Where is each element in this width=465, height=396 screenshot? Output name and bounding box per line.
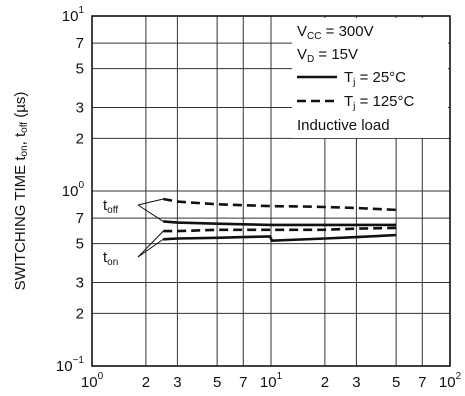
y-tick-label: 5 <box>76 236 84 253</box>
x-tick-label: 2 <box>142 374 150 391</box>
x-tick-label: 5 <box>392 374 400 391</box>
plot-frame <box>91 15 451 367</box>
legend-entry-label: Tj = 25°C <box>344 69 406 88</box>
y-axis-label: SWITCHING TIME ton, toff (µs) <box>12 92 30 291</box>
y-tick-label: 7 <box>76 35 84 52</box>
y-tick-label: 7 <box>76 210 84 227</box>
series-line-on-solid <box>163 233 397 243</box>
y-tick-label: 5 <box>76 61 84 78</box>
series-annotations: toff ton <box>103 197 164 268</box>
y-tick-label: 3 <box>76 100 84 117</box>
legend: VCC = 300V VD = 15V Tj = 25°C Tj = 125°C Ind… <box>297 23 415 134</box>
annotation-leader-line <box>137 198 164 206</box>
data-series <box>162 197 397 243</box>
annotation-label-on: ton <box>103 249 118 268</box>
series-line-on-dashed <box>163 226 397 233</box>
y-tick-label: 10−1 <box>56 355 85 375</box>
y-axis-ticks: 101 7 5 3 2 100 7 5 3 2 10−1 <box>56 5 85 375</box>
x-tick-label: 101 <box>260 371 283 391</box>
series-line-off-dashed <box>162 197 397 212</box>
x-tick-label: 5 <box>213 374 221 391</box>
legend-condition: VCC = 300V <box>297 23 374 42</box>
x-axis-ticks: 100 2 3 5 7 101 2 3 5 7 102 <box>81 371 462 391</box>
annotation-leader-line <box>137 204 164 222</box>
x-tick-label: 100 <box>81 371 104 391</box>
y-tick-label: 101 <box>62 5 85 25</box>
y-tick-label: 2 <box>76 305 84 322</box>
x-tick-label: 7 <box>418 374 426 391</box>
annotation-label-off: toff <box>103 197 118 216</box>
x-tick-label: 3 <box>173 374 181 391</box>
series-line-off-solid <box>163 220 397 227</box>
x-tick-label: 2 <box>321 374 329 391</box>
legend-condition: VD = 15V <box>297 46 358 65</box>
x-tick-label: 3 <box>352 374 360 391</box>
y-tick-label: 2 <box>76 130 84 147</box>
legend-entry-label: Tj = 125°C <box>344 93 415 112</box>
annotation-leader-line <box>137 238 164 258</box>
x-tick-label: 7 <box>239 374 247 391</box>
legend-note: Inductive load <box>297 117 390 134</box>
x-tick-label: 102 <box>439 371 462 391</box>
annotation-leader-line <box>137 230 164 258</box>
y-tick-label: 3 <box>76 275 84 292</box>
y-tick-label: 100 <box>62 180 85 200</box>
